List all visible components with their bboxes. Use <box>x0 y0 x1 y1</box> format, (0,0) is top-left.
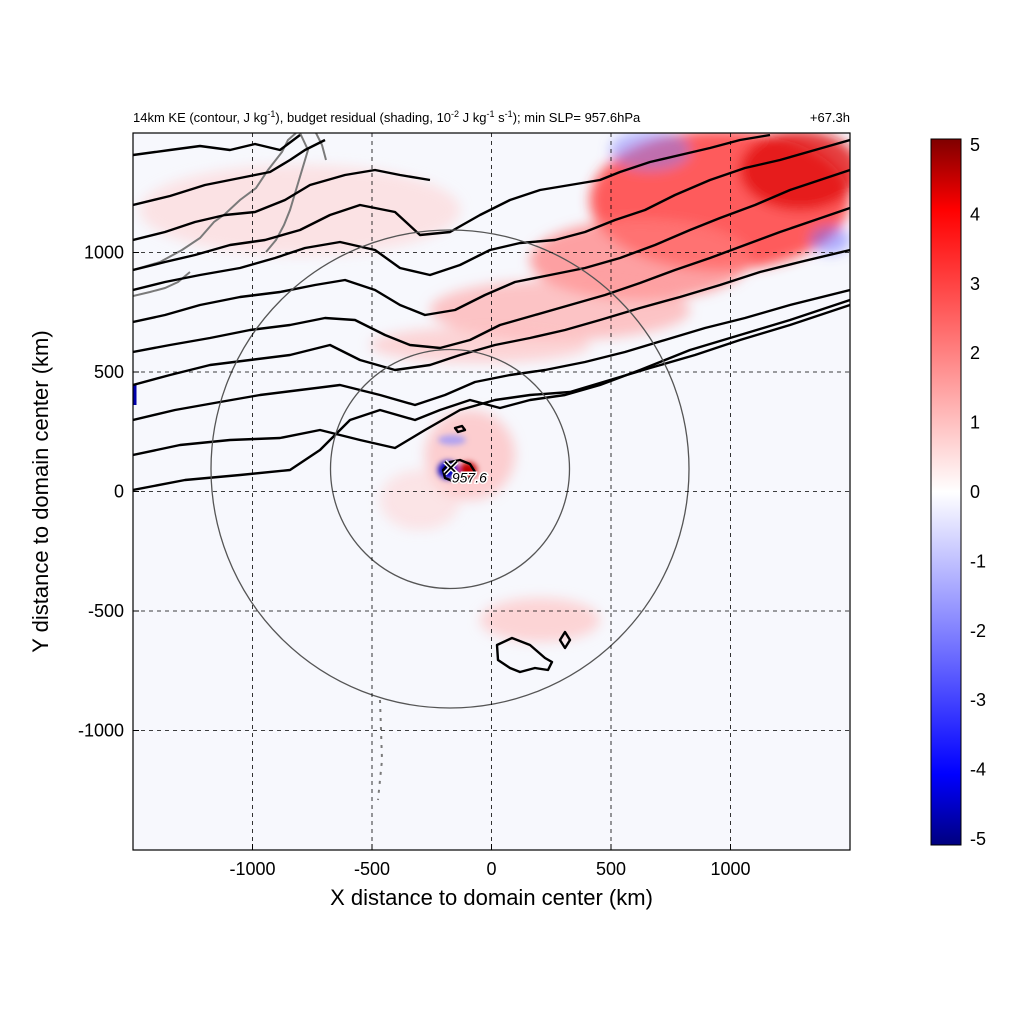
ke-contour-10 <box>133 303 850 457</box>
colorbar-tick-label: 5 <box>970 135 980 155</box>
ke-contour-south-small <box>558 630 572 650</box>
x-tick-label: -1000 <box>229 859 275 879</box>
colorbar-tick-label: 4 <box>970 204 980 224</box>
ke-contour-4 <box>133 133 771 272</box>
y-tick-label: 1000 <box>84 243 124 263</box>
colorbar-tick-label: -1 <box>970 551 986 571</box>
colorbar <box>930 138 962 846</box>
ke-contour-core-north <box>453 424 467 434</box>
storm-center-marker: 957.6 <box>443 460 489 487</box>
colorbar-ticks: 5 4 3 2 1 0 -1 -2 -3 -4 -5 <box>970 135 986 849</box>
x-tick-label: -500 <box>354 859 390 879</box>
ke-contour-6 <box>133 168 850 324</box>
ke-contour-1 <box>133 134 301 157</box>
plot-area: 957.6 <box>133 133 850 850</box>
colorbar-tick-label: 2 <box>970 343 980 363</box>
residual-positive-nw <box>140 165 460 255</box>
ke-contour-core <box>441 458 477 484</box>
coastline-mainland <box>133 133 297 271</box>
colorbar-tick-label: 1 <box>970 413 980 433</box>
ke-contour-south <box>495 636 554 674</box>
residual-positive-ne-core <box>740 133 850 210</box>
residual-negative-n <box>610 133 690 170</box>
residual-negative-e <box>810 226 850 254</box>
range-ring-1000km <box>210 229 690 709</box>
colorbar-tick-label: -4 <box>970 760 986 780</box>
x-tick-label: 1000 <box>710 859 750 879</box>
range-rings <box>210 229 690 709</box>
coastline-island <box>315 133 327 161</box>
residual-positive-sw <box>380 470 460 530</box>
coastline-islands-south <box>377 699 384 801</box>
y-axis: -1000 -500 0 500 1000 <box>78 243 139 741</box>
ke-contour-7 <box>133 206 850 354</box>
ke-contour-2 <box>133 138 326 207</box>
x-tick-label: 500 <box>596 859 626 879</box>
colorbar-tick-label: -2 <box>970 621 986 641</box>
y-axis-title: Y distance to domain center (km) <box>28 330 53 652</box>
chart-title: 14km KE (contour, J kg-1), budget residu… <box>133 109 641 125</box>
ke-contour-9 <box>133 288 850 422</box>
colorbar-tick-label: -3 <box>970 690 986 710</box>
residual-negative-core-n <box>438 435 466 445</box>
ke-contour-5 <box>133 138 850 292</box>
range-ring-500km <box>329 348 571 590</box>
y-tick-label: -500 <box>88 601 124 621</box>
ke-contour-3 <box>133 168 431 242</box>
x-tick-label: 0 <box>486 859 496 879</box>
y-tick-label: -1000 <box>78 721 124 741</box>
colorbar-tick-label: 0 <box>970 482 980 502</box>
storm-center-x-2 <box>444 460 458 475</box>
residual-positive-south <box>480 598 600 642</box>
ke-contour-8 <box>133 248 850 387</box>
ke-contour-11 <box>133 298 850 492</box>
residual-positive-band <box>530 220 750 300</box>
ke-contours <box>133 133 850 674</box>
y-tick-label: 0 <box>114 482 124 502</box>
storm-center-label: 957.6 <box>452 470 487 486</box>
forecast-time-label: +67.3h <box>810 110 850 125</box>
x-axis-title: X distance to domain center (km) <box>330 885 653 910</box>
colorbar-tick-label: -5 <box>970 829 986 849</box>
colorbar-tick-label: 3 <box>970 274 980 294</box>
x-axis: -1000 -500 0 500 1000 <box>229 844 751 879</box>
y-tick-label: 500 <box>94 362 124 382</box>
residual-positive-band2 <box>430 280 690 340</box>
